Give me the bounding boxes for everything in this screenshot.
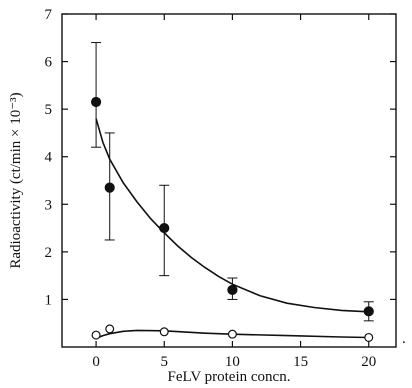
filled-data-point [90, 96, 102, 108]
x-tick-label: 20 [361, 354, 376, 370]
fit-curves [95, 118, 369, 340]
y-tick-label: 3 [45, 197, 53, 213]
open-data-point [159, 327, 169, 337]
filled-series-curve [95, 118, 369, 313]
filled-data-point [227, 284, 238, 296]
x-tick-label: 5 [160, 354, 168, 370]
data-points [90, 96, 374, 342]
open-data-point [227, 329, 237, 339]
trailing-mark: . [402, 331, 406, 347]
tick-marks [62, 13, 396, 347]
error-bars [91, 42, 374, 322]
y-tick-label: 5 [45, 102, 53, 118]
tick-labels: 0 5 10 15 20 1 2 3 4 5 6 7 [45, 7, 377, 370]
y-axis-title: Radioactivity (ct/min × 10⁻³) [8, 92, 24, 268]
x-tick-label: 0 [92, 354, 100, 370]
y-tick-label: 7 [45, 7, 53, 23]
y-tick-label: 4 [45, 150, 53, 166]
y-tick-label: 6 [45, 55, 53, 71]
y-tick-label: 2 [45, 245, 53, 261]
open-data-point [91, 330, 101, 340]
filled-data-point [159, 222, 170, 234]
filled-data-point [104, 182, 115, 193]
x-tick-label: 10 [225, 354, 240, 370]
plot-area: 0 5 10 15 20 1 2 3 4 5 6 7 [45, 7, 397, 370]
x-axis-title: FeLV protein concn. [168, 369, 291, 385]
y-tick-label: 1 [45, 292, 53, 308]
x-tick-label: 15 [293, 354, 308, 370]
filled-data-point [363, 306, 374, 317]
open-data-point [105, 324, 115, 334]
plot-frame [61, 13, 397, 348]
open-data-point [364, 332, 374, 342]
